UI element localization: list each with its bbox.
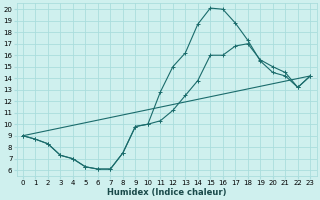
X-axis label: Humidex (Indice chaleur): Humidex (Indice chaleur) xyxy=(107,188,226,197)
